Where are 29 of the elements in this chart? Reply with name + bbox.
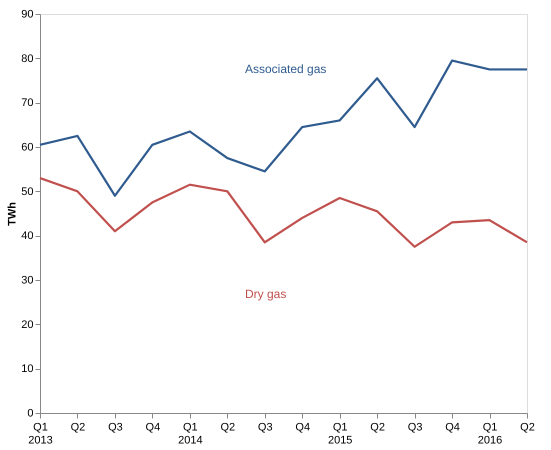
x-tick-label: Q2 — [220, 422, 236, 434]
x-tick-label: Q3 — [408, 422, 422, 434]
x-tick-label: Q1 2015 — [328, 422, 352, 446]
x-tick-label: Q1 2016 — [478, 422, 502, 446]
line-series — [38, 176, 528, 248]
x-tick-label: Q3 — [108, 422, 123, 434]
x-tick-label: Q4 — [146, 422, 160, 434]
y-tick-label: 70 — [21, 97, 34, 110]
y-tick-label: 40 — [21, 230, 34, 242]
x-tick-label: Q2 — [520, 422, 535, 434]
y-tick-label: 90 — [21, 8, 34, 20]
y-tick-label: 50 — [21, 186, 34, 198]
y-tick-label: 80 — [21, 52, 34, 65]
x-tick-label: Q2 — [70, 422, 86, 434]
x-tick-label: Q4 — [295, 422, 310, 434]
y-tick-label: 0 — [27, 408, 34, 420]
y-tick-label: 30 — [21, 274, 34, 286]
y-tick-label: 20 — [21, 318, 34, 331]
y-tick-label: 60 — [21, 142, 34, 154]
line-series — [38, 59, 528, 197]
y-tick-label: 10 — [21, 363, 34, 376]
text: Associated gas — [245, 62, 326, 76]
text: Dry gas — [245, 287, 286, 301]
x-tick-label: Q2 — [370, 422, 385, 434]
x-tick-label: Q3 — [258, 422, 273, 434]
x-tick-label: Q4 — [445, 422, 460, 434]
x-tick-label: Q1 2014 — [178, 422, 203, 446]
x-tick-label: Q1 2013 — [28, 422, 53, 446]
y-axis-title: TWh — [6, 202, 18, 226]
